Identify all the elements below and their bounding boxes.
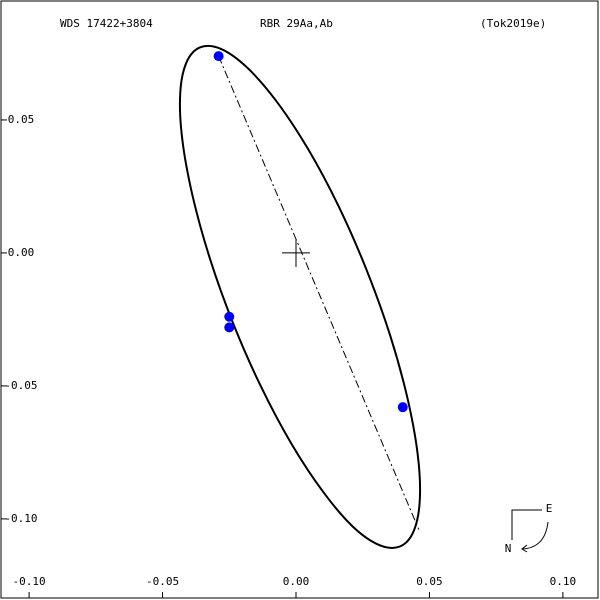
x-tick-label: -0.10 [13, 575, 46, 588]
compass-axes [511, 509, 542, 540]
y-tick-label: -0.05 [4, 379, 37, 392]
observation [224, 322, 235, 333]
header-center: RBR 29Aa,Ab [260, 17, 333, 30]
observation [397, 402, 408, 413]
compass-arrowhead [521, 544, 528, 553]
x-tick-label: 0.10 [550, 575, 577, 588]
orbit [178, 44, 422, 549]
compass-east: E [546, 502, 553, 515]
y-tick-label: 0.05 [8, 113, 35, 126]
line-of-nodes [218, 55, 420, 530]
observation [213, 51, 224, 62]
header-right: (Tok2019e) [480, 17, 546, 30]
compass: E N [505, 502, 553, 555]
y-tick-label: 0.00 [8, 246, 35, 259]
x-tick-label: 0.00 [283, 575, 310, 588]
x-tick-label: 0.05 [416, 575, 443, 588]
x-tick-label: -0.05 [146, 575, 179, 588]
y-tick-label: -0.10 [4, 512, 37, 525]
compass-north: N [505, 542, 512, 555]
observation [224, 311, 235, 322]
header-left: WDS 17422+3804 [60, 17, 153, 30]
compass-arrow [521, 521, 549, 550]
